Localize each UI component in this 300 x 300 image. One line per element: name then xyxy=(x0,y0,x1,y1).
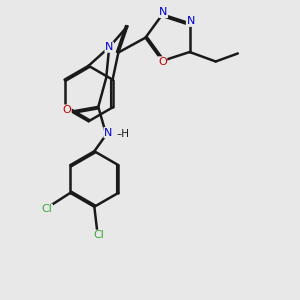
Text: Cl: Cl xyxy=(94,230,104,240)
Text: N: N xyxy=(104,128,112,138)
Text: O: O xyxy=(158,57,167,67)
Text: O: O xyxy=(62,105,71,115)
Text: –H: –H xyxy=(116,129,129,139)
Text: N: N xyxy=(159,8,167,17)
Text: Cl: Cl xyxy=(41,204,52,214)
Text: N: N xyxy=(186,16,195,26)
Text: N: N xyxy=(105,42,113,52)
